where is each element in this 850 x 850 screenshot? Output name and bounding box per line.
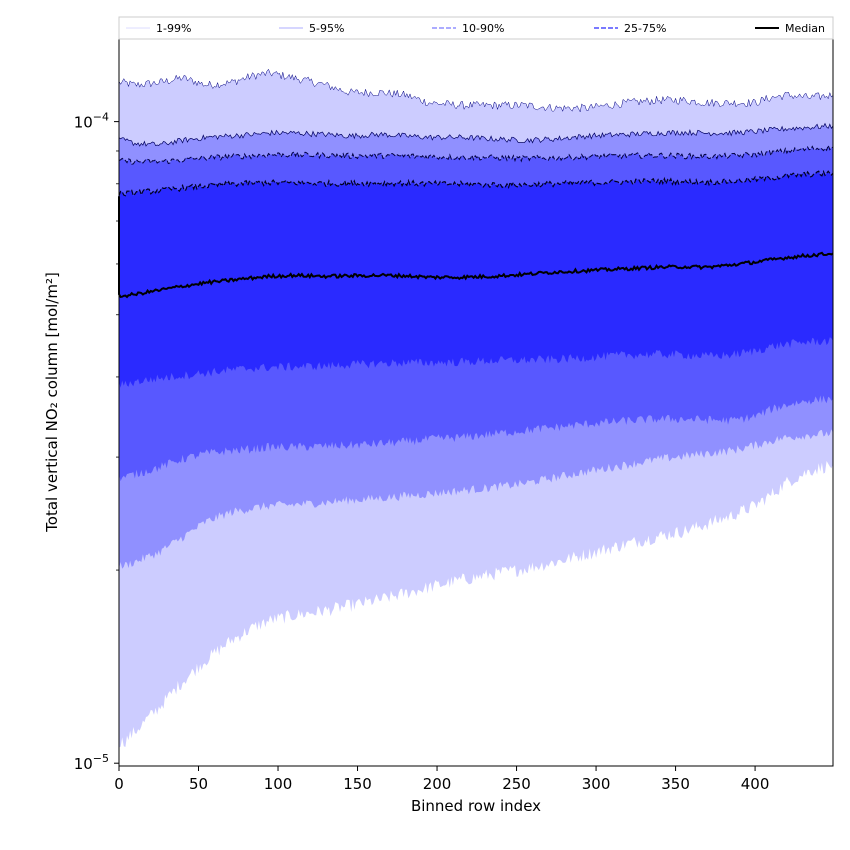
x-tick-label: 50 xyxy=(189,775,208,793)
x-tick-label: 400 xyxy=(741,775,770,793)
bands-layer xyxy=(119,69,833,748)
x-tick-label: 0 xyxy=(114,775,124,793)
legend-label: 5-95% xyxy=(309,22,344,35)
y-axis-ticks: 10−5 10−4 xyxy=(74,111,119,773)
band-upper-line-10-90% xyxy=(118,143,834,165)
legend-frame xyxy=(118,16,834,40)
legend-label: 1-99% xyxy=(156,22,191,35)
legend-label: 25-75% xyxy=(624,22,666,35)
band-25-75% xyxy=(119,171,833,388)
y-tick-label: 10−4 xyxy=(74,111,109,132)
band-upper-line-5-95% xyxy=(118,122,834,147)
x-tick-label: 250 xyxy=(502,775,531,793)
x-tick-label: 350 xyxy=(661,775,690,793)
y-axis-label: Total vertical NO₂ column [mol/m²] xyxy=(43,272,61,533)
x-tick-label: 200 xyxy=(423,775,452,793)
band-upper-line-1-99% xyxy=(118,68,834,113)
x-axis-ticks: 0 50 100 150 200 250 300 350 400 xyxy=(114,766,769,793)
band-upper-line-25-75% xyxy=(118,169,834,197)
x-tick-label: 150 xyxy=(343,775,372,793)
y-tick-label: 10−5 xyxy=(74,752,109,773)
legend: 1-99% 5-95% 10-90% 25-75% Median xyxy=(118,16,834,40)
x-axis-label: Binned row index xyxy=(411,797,541,815)
x-tick-label: 100 xyxy=(264,775,293,793)
legend-label: 10-90% xyxy=(462,22,504,35)
legend-label: Median xyxy=(785,22,825,35)
median-line xyxy=(118,196,834,299)
lines-layer xyxy=(118,68,834,299)
x-tick-label: 300 xyxy=(582,775,611,793)
